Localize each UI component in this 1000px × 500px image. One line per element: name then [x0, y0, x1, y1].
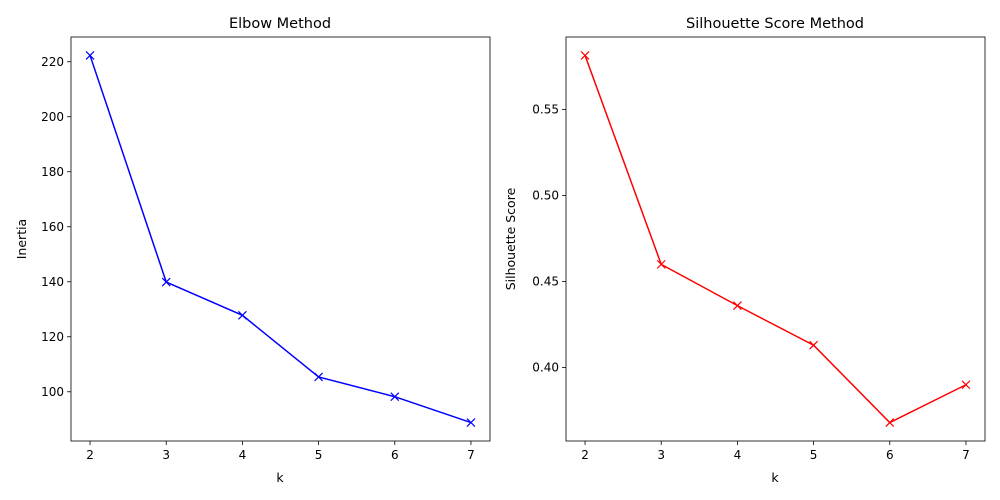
- elbow-y-tick-label: 200: [41, 110, 64, 124]
- silhouette-x-tick-label: 3: [657, 448, 665, 462]
- elbow-data-point: [237, 310, 247, 320]
- elbow-y-tick-label: 120: [41, 330, 64, 344]
- silhouette-data-point: [656, 259, 666, 269]
- elbow-chart-title: Elbow Method: [229, 16, 331, 32]
- silhouette-y-tick-label: 0.40: [532, 361, 559, 375]
- elbow-x-tick-label: 4: [239, 448, 247, 462]
- silhouette-axes-frame: [565, 36, 986, 442]
- elbow-data-point: [466, 418, 476, 427]
- silhouette-y-tick-label: 0.50: [532, 189, 559, 203]
- elbow-axes-frame: [70, 36, 491, 442]
- silhouette-plot-area: 2 3 4 5 6 7 0.40 0.45 0.50 0.55: [532, 50, 971, 462]
- silhouette-y-tick-label: 0.45: [532, 275, 559, 289]
- silhouette-data-point: [809, 340, 819, 350]
- elbow-x-tick-label: 3: [162, 448, 170, 462]
- silhouette-x-tick-label: 7: [962, 448, 970, 462]
- elbow-y-tick-label: 140: [41, 275, 64, 289]
- elbow-x-tick-label: 6: [391, 448, 399, 462]
- elbow-data-point: [390, 392, 400, 402]
- silhouette-x-tick-label: 6: [886, 448, 894, 462]
- elbow-x-tick-label: 5: [315, 448, 323, 462]
- elbow-series-line: [89, 55, 472, 424]
- silhouette-y-tick-label: 0.55: [532, 103, 559, 117]
- silhouette-data-point: [885, 418, 895, 428]
- elbow-data-point: [161, 277, 171, 287]
- elbow-x-tick-label: 2: [86, 448, 94, 462]
- silhouette-x-axis-label: k: [771, 470, 779, 485]
- silhouette-chart-title: Silhouette Score Method: [686, 16, 864, 32]
- elbow-y-tick-label: 160: [41, 220, 64, 234]
- silhouette-x-tick-label: 4: [734, 448, 742, 462]
- elbow-y-tick-label: 100: [41, 385, 64, 399]
- silhouette-data-point: [732, 301, 742, 311]
- elbow-y-axis-label: Inertia: [14, 219, 29, 259]
- silhouette-x-tick-label: 5: [810, 448, 818, 462]
- elbow-y-tick-label: 220: [41, 55, 64, 69]
- elbow-x-tick-label: 7: [467, 448, 475, 462]
- silhouette-chart: Silhouette Score Method 2 3 4 5 6 7 0.40 0.45 0.…: [503, 16, 986, 485]
- silhouette-series-line: [584, 55, 967, 424]
- elbow-plot-area: 2 3 4 5 6 7 100 120 140 160 180 200 220: [41, 51, 476, 462]
- silhouette-y-axis-label: Silhouette Score: [503, 187, 518, 290]
- silhouette-data-point: [580, 50, 590, 60]
- elbow-chart: Elbow Method 2 3 4 5 6 7 100 120 140 160 180 200 220…: [14, 16, 491, 485]
- elbow-x-axis-label: k: [276, 470, 284, 485]
- elbow-data-point: [85, 51, 95, 60]
- elbow-y-tick-label: 180: [41, 165, 64, 179]
- elbow-data-point: [314, 372, 324, 382]
- silhouette-data-point: [961, 380, 971, 390]
- silhouette-x-tick-label: 2: [581, 448, 589, 462]
